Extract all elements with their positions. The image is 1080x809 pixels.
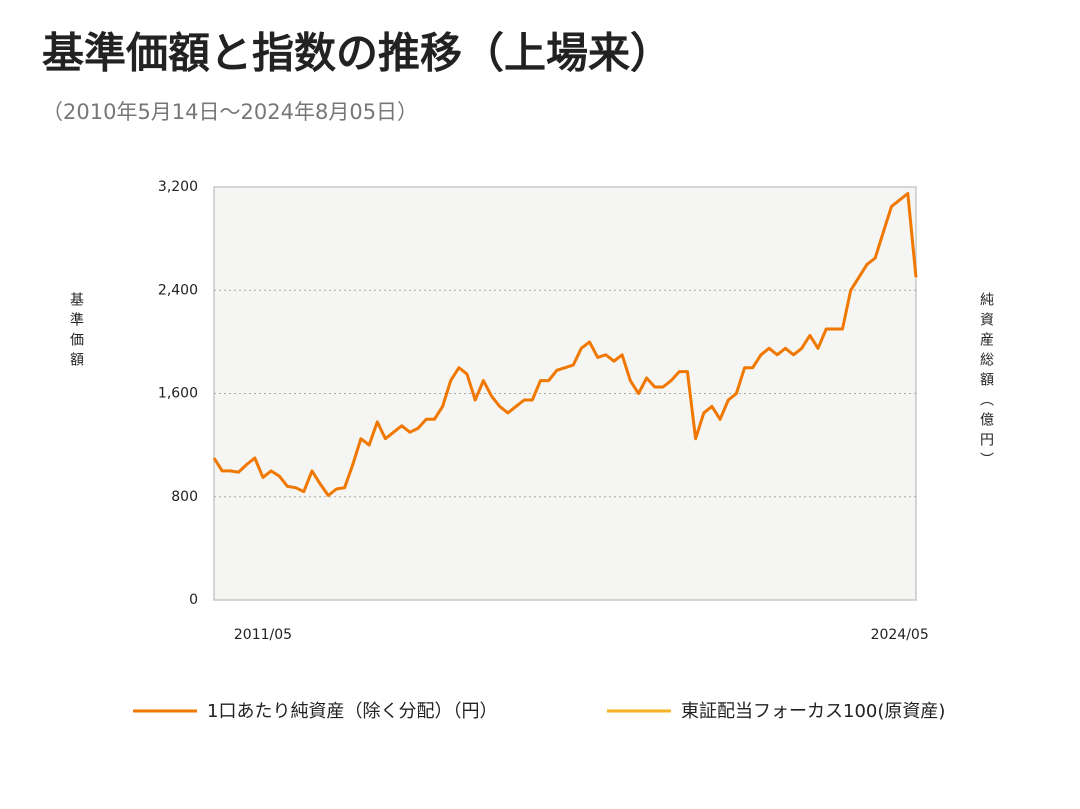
y-tick-label: 1,600 [158, 386, 198, 402]
chart-subtitle: （2010年5月14日〜2024年8月05日） [42, 100, 418, 124]
y-tick-label: 0 [189, 592, 198, 608]
y-tick-label: 3,200 [158, 179, 198, 195]
chart-title: 基準価額と指数の推移（上場来） [42, 29, 672, 78]
legend-label: 1口あたり純資産（除く分配）（円） [207, 701, 497, 722]
x-tick-label: 2024/05 [871, 627, 929, 643]
y-tick-label: 800 [171, 489, 198, 505]
data-line [212, 192, 918, 497]
legend-label: 東証配当フォーカス100(原資産) [681, 701, 945, 722]
y-tick-label: 2,400 [158, 282, 198, 298]
x-tick-label: 2011/05 [234, 627, 292, 643]
y-axis-label: 基準価額 [68, 292, 84, 372]
y2-axis-label: 純資産総額（億円） [978, 292, 994, 472]
